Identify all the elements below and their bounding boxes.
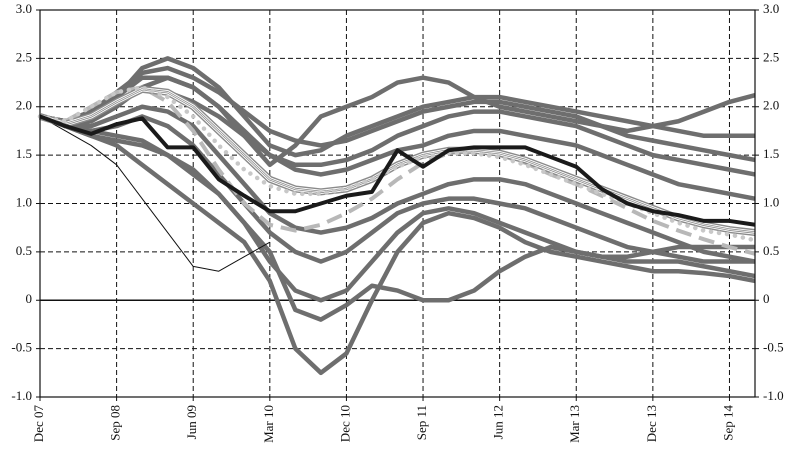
y2-tick-label: -1.0	[763, 388, 784, 403]
y2-tick-label: 0	[763, 291, 770, 306]
series-line	[39, 114, 755, 264]
x-tick-label: Jun 09	[184, 405, 199, 439]
y-tick-label: 1.0	[16, 194, 32, 209]
series-line	[39, 75, 756, 168]
y2-tick-label: 2.0	[763, 98, 779, 113]
y-tick-label: 2.5	[16, 49, 32, 64]
x-tick-label: Sep 11	[414, 405, 429, 440]
y-tick-label: 2.0	[16, 98, 32, 113]
x-tick-label: Sep 14	[720, 405, 735, 441]
plot-frame	[39, 9, 756, 398]
series-line	[39, 104, 756, 264]
series-line	[39, 114, 756, 303]
y-tick-label: 0.5	[16, 243, 32, 258]
x-tick-label: Sep 08	[108, 405, 123, 441]
y2-tick-label: -0.5	[763, 340, 784, 355]
x-tick-label: Dec 10	[337, 405, 352, 442]
series-line	[39, 75, 756, 177]
series-line	[39, 114, 756, 227]
x-tick-label: Dec 13	[644, 405, 659, 442]
series-line	[39, 65, 756, 163]
x-tick-label: Dec 07	[31, 405, 46, 443]
y2-tick-label: 1.5	[763, 146, 779, 161]
y2-tick-label: 3.0	[763, 1, 779, 16]
series-line	[39, 56, 755, 158]
series-line	[39, 85, 756, 256]
y-tick-label: 1.5	[16, 146, 32, 161]
y-tick-label: -0.5	[11, 340, 32, 355]
y-tick-label: 3.0	[16, 1, 32, 16]
y-tick-label: -1.0	[11, 388, 32, 403]
y-tick-label: 0	[26, 291, 33, 306]
series-line	[39, 88, 756, 233]
y2-tick-label: 1.0	[763, 194, 779, 209]
y2-tick-label: 0.5	[763, 243, 779, 258]
x-tick-label: Mar 13	[567, 405, 582, 443]
series-line	[39, 115, 271, 272]
x-tick-label: Mar 10	[261, 405, 276, 443]
y2-tick-label: 2.5	[763, 49, 779, 64]
x-tick-label: Jun 12	[491, 405, 506, 439]
series-line	[39, 114, 756, 376]
